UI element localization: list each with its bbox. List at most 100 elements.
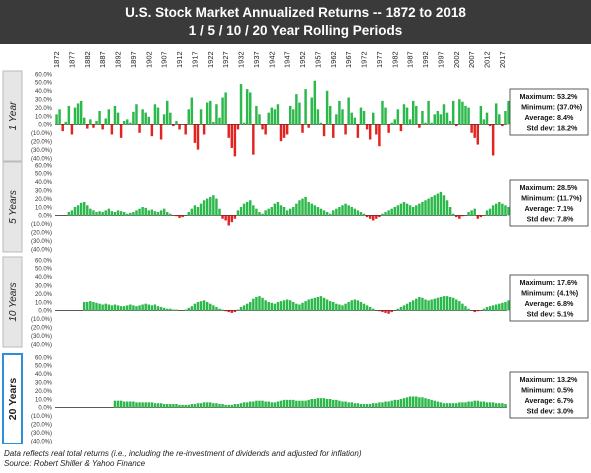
- bar-1891: [113, 105, 117, 125]
- bar-1957: [316, 207, 320, 216]
- bar-1878: [73, 207, 77, 216]
- bar-1920: [202, 300, 206, 311]
- bar-1933: [242, 305, 246, 311]
- bar-1997: [439, 191, 443, 216]
- panel-label: 5 Years: [8, 190, 19, 224]
- stats-box: [509, 88, 589, 136]
- bar-1956: [313, 80, 317, 125]
- bar-1905: [156, 107, 160, 125]
- bar-1884: [92, 124, 95, 128]
- bar-1981: [390, 310, 393, 313]
- bar-1926: [221, 215, 224, 219]
- bar-1897: [132, 305, 135, 311]
- y-tick-label: (20.0%): [31, 423, 52, 429]
- x-tick-label-1912: 1912: [175, 51, 184, 68]
- bar-2006: [467, 401, 470, 408]
- bar-1978: [381, 213, 384, 216]
- bar-2015: [495, 403, 498, 408]
- bar-1896: [129, 304, 132, 311]
- bar-1916: [190, 404, 194, 408]
- bar-1924: [215, 403, 218, 408]
- bar-2017: [501, 403, 504, 408]
- bar-1977: [378, 310, 381, 312]
- bar-1914: [184, 309, 187, 311]
- y-tick-label: (20.0%): [31, 140, 52, 146]
- bar-1985: [402, 398, 406, 408]
- bar-1950: [295, 94, 298, 125]
- bar-1974: [368, 404, 372, 408]
- bar-1953: [304, 301, 307, 311]
- bar-1914: [184, 124, 187, 135]
- y-tick-label: 30.0%: [35, 189, 53, 195]
- bar-2005: [464, 306, 467, 311]
- bar-1969: [353, 117, 357, 125]
- bar-1983: [396, 205, 400, 216]
- bar-1991: [421, 110, 424, 125]
- bar-1958: [319, 208, 323, 216]
- bar-1898: [135, 104, 138, 125]
- bar-1956: [313, 205, 317, 216]
- bar-1988: [411, 396, 415, 408]
- bar-1924: [215, 307, 218, 311]
- bar-1932: [239, 307, 243, 311]
- bar-1896: [129, 401, 132, 408]
- bar-1928: [227, 215, 230, 226]
- bar-1998: [442, 104, 446, 125]
- stat-value-std-dev: 5.1%: [557, 310, 574, 319]
- x-tick-label-1957: 1957: [313, 51, 322, 68]
- bar-1937: [255, 296, 258, 311]
- bar-2001: [451, 100, 455, 125]
- bar-1939: [261, 400, 264, 408]
- bar-1933: [242, 203, 246, 216]
- bar-1917: [193, 404, 197, 408]
- bar-1883: [89, 301, 92, 311]
- bar-2012: [485, 210, 489, 216]
- bar-1873: [58, 109, 61, 125]
- bar-1919: [199, 203, 203, 216]
- y-tick-label: (10.0%): [31, 222, 52, 228]
- panel-label-box: [2, 353, 23, 444]
- bar-1972: [362, 404, 366, 408]
- bar-1981: [390, 208, 393, 216]
- bar-2003: [458, 215, 461, 219]
- bar-2001: [451, 403, 455, 408]
- bar-1988: [411, 300, 415, 311]
- y-tick-label: (40.0%): [31, 439, 52, 444]
- bar-1982: [393, 207, 396, 216]
- bar-2007: [470, 124, 473, 133]
- y-tick-label: 0.0%: [38, 214, 52, 220]
- bar-2016: [498, 303, 501, 311]
- x-tick-label-1982: 1982: [390, 51, 399, 68]
- bar-1895: [126, 305, 129, 311]
- bar-2018: [504, 110, 507, 125]
- bar-1997: [439, 114, 443, 125]
- bar-2017: [501, 302, 504, 311]
- stats-box: [509, 371, 589, 419]
- bar-1964: [338, 207, 341, 216]
- bar-1991: [421, 201, 424, 216]
- x-tick-label-1962: 1962: [329, 51, 338, 68]
- bar-1940: [264, 210, 267, 216]
- bar-1954: [307, 399, 310, 408]
- stat-label-maximum: Maximum:: [519, 278, 555, 287]
- bar-1927: [224, 404, 227, 408]
- bar-1958: [319, 398, 323, 408]
- bar-1991: [421, 397, 424, 408]
- bar-1937: [255, 400, 258, 408]
- bar-1890: [110, 305, 114, 311]
- bar-1917: [193, 124, 197, 143]
- bar-1995: [433, 400, 436, 408]
- bar-1922: [209, 303, 212, 311]
- bar-1972: [362, 303, 366, 311]
- bar-1902: [147, 304, 151, 311]
- bar-1977: [378, 124, 381, 147]
- bar-1874: [61, 124, 64, 132]
- bar-2000: [448, 207, 452, 216]
- x-tick-label-1992: 1992: [421, 51, 430, 68]
- bar-2009: [476, 124, 480, 145]
- bar-1879: [76, 103, 80, 125]
- bar-1957: [316, 296, 320, 311]
- panel-label: 10 Years: [8, 282, 19, 321]
- bar-2018: [504, 205, 507, 216]
- bar-1968: [350, 300, 353, 311]
